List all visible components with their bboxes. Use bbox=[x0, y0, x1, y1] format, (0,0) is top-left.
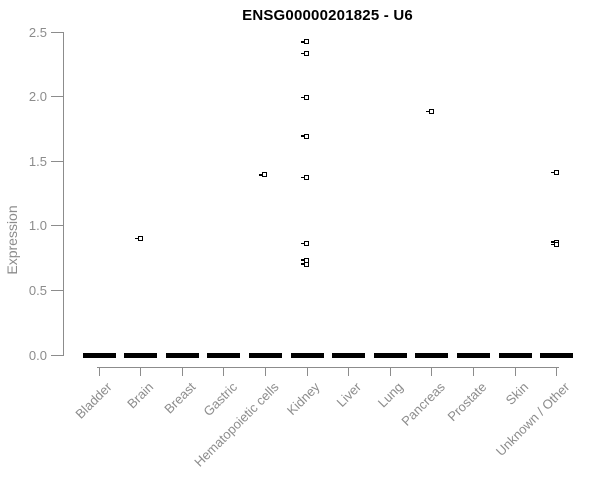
x-axis-tick bbox=[431, 367, 433, 376]
x-tick-label: Bladder bbox=[72, 379, 115, 422]
y-axis-title: Expression bbox=[4, 205, 20, 275]
chart-title: ENSG00000201825 - U6 bbox=[242, 7, 413, 24]
median-bar bbox=[207, 353, 241, 358]
y-tick-label: 1.5 bbox=[28, 153, 47, 169]
x-axis-tick bbox=[514, 367, 516, 376]
x-axis-tick bbox=[98, 367, 100, 376]
median-bar bbox=[373, 353, 407, 358]
y-axis-tick bbox=[51, 225, 64, 227]
data-point bbox=[550, 242, 559, 248]
x-axis-tick bbox=[181, 367, 183, 376]
median-bar bbox=[290, 353, 324, 358]
median-bar bbox=[82, 353, 116, 358]
y-tick-label: 2.0 bbox=[28, 89, 47, 105]
x-axis-tick bbox=[306, 367, 308, 376]
x-axis-line bbox=[97, 367, 559, 368]
y-axis-tick bbox=[51, 354, 64, 356]
x-tick-label: Breast bbox=[160, 379, 199, 417]
x-tick-label: Kidney bbox=[284, 379, 323, 419]
x-axis-tick bbox=[389, 367, 391, 376]
data-point bbox=[301, 39, 309, 45]
data-point bbox=[259, 172, 268, 178]
x-axis-tick bbox=[223, 367, 225, 376]
x-axis-tick bbox=[348, 367, 350, 376]
x-tick-label: Liver bbox=[333, 379, 365, 410]
x-tick-label: Skin bbox=[502, 379, 531, 408]
x-axis-tick bbox=[472, 367, 474, 376]
y-axis-tick bbox=[51, 96, 64, 98]
data-point bbox=[301, 94, 309, 100]
data-point bbox=[301, 50, 309, 56]
y-tick-label: 0.5 bbox=[28, 282, 47, 298]
data-point bbox=[301, 133, 309, 139]
median-bar bbox=[248, 353, 282, 358]
x-tick-label: Pancreas bbox=[398, 379, 448, 429]
median-bar bbox=[124, 353, 158, 358]
x-tick-label: Brain bbox=[124, 379, 157, 412]
median-bar bbox=[456, 353, 490, 358]
x-tick-label: Gastric bbox=[199, 379, 240, 420]
median-bar bbox=[498, 353, 532, 358]
x-axis-tick bbox=[556, 367, 558, 376]
data-point bbox=[301, 174, 309, 180]
y-axis-tick bbox=[51, 31, 64, 33]
x-tick-label: Unknown / Other bbox=[492, 379, 573, 459]
x-tick-label: Prostate bbox=[444, 379, 490, 425]
data-point bbox=[550, 169, 559, 175]
y-axis-line bbox=[63, 32, 64, 355]
data-point bbox=[425, 109, 434, 115]
median-bar bbox=[540, 353, 574, 358]
data-point bbox=[301, 261, 309, 267]
median-bar bbox=[165, 353, 199, 358]
y-tick-label: 0.0 bbox=[28, 347, 47, 363]
y-tick-label: 2.5 bbox=[28, 24, 47, 40]
data-point bbox=[134, 235, 143, 241]
median-bar bbox=[415, 353, 449, 358]
y-tick-label: 1.0 bbox=[28, 218, 47, 234]
y-axis-tick bbox=[51, 160, 64, 162]
median-bar bbox=[332, 353, 366, 358]
x-tick-label: Lung bbox=[375, 379, 407, 411]
data-point bbox=[301, 240, 309, 246]
y-axis-tick bbox=[51, 289, 64, 291]
x-axis-tick bbox=[264, 367, 266, 376]
x-axis-tick bbox=[140, 367, 142, 376]
